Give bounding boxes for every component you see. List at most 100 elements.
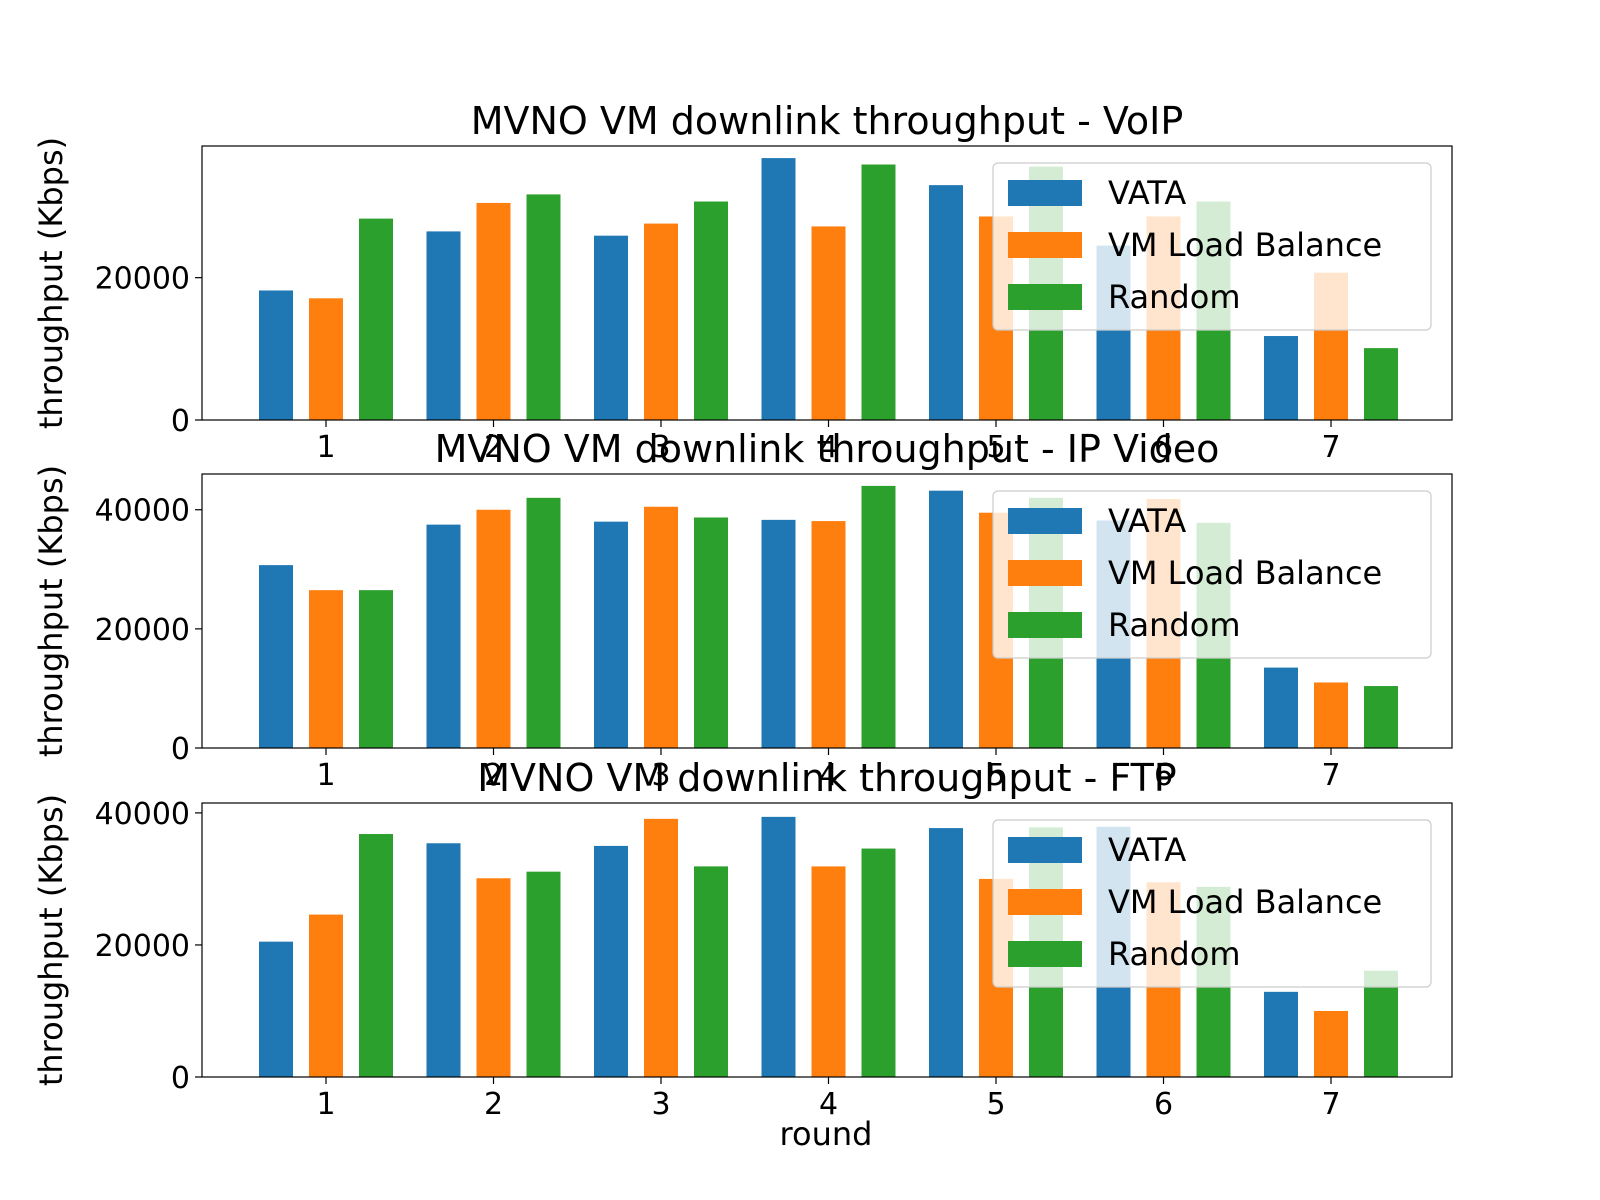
axes-frame bbox=[201, 802, 1453, 1078]
bar-random-round-1 bbox=[359, 590, 393, 748]
bar-vata-round-7 bbox=[1264, 991, 1298, 1077]
bar-random-round-3 bbox=[694, 517, 728, 748]
axes-frame bbox=[201, 145, 1453, 421]
bar-vata-round-5 bbox=[929, 828, 963, 1077]
bar-vm-load-balance-round-1 bbox=[309, 914, 343, 1077]
x-tick-label: 7 bbox=[1321, 758, 1340, 793]
x-tick-label: 7 bbox=[1321, 430, 1340, 465]
x-tick-label: 1 bbox=[316, 430, 335, 465]
x-tick-label: 4 bbox=[819, 1087, 838, 1122]
x-tick-label: 4 bbox=[819, 430, 838, 465]
bar-vm-load-balance-round-2 bbox=[476, 202, 511, 420]
bar-vata-round-3 bbox=[594, 845, 628, 1077]
legend-swatch-vata bbox=[1008, 837, 1082, 863]
legend-label: Random bbox=[1108, 278, 1240, 316]
bar-random-round-4 bbox=[861, 485, 896, 748]
x-tick-label: 6 bbox=[1154, 1087, 1173, 1122]
bar-random-round-7 bbox=[1364, 970, 1398, 1077]
y-axis-label: throughput (Kbps) bbox=[32, 465, 70, 757]
bar-vm-load-balance-round-4 bbox=[811, 866, 846, 1077]
legend-box bbox=[992, 162, 1432, 331]
bar-vm-load-balance-round-2 bbox=[476, 878, 511, 1077]
bar-vata-round-5 bbox=[929, 185, 963, 420]
bar-vata-round-7 bbox=[1264, 667, 1298, 748]
legend-swatch-vata bbox=[1008, 508, 1082, 534]
y-tick-label: 0 bbox=[171, 404, 190, 439]
bar-random-round-4 bbox=[861, 164, 896, 420]
legend: VATA VM Load Balance Random bbox=[992, 819, 1432, 988]
bar-vata-round-3 bbox=[594, 235, 628, 420]
y-tick-label: 20000 bbox=[95, 613, 190, 648]
bar-random-round-3 bbox=[694, 201, 728, 420]
bar-vata-round-2 bbox=[426, 524, 461, 748]
legend-swatch-vm-load-balance bbox=[1008, 232, 1082, 258]
bar-vata-round-5 bbox=[929, 490, 963, 748]
legend-swatch-random bbox=[1008, 612, 1082, 638]
legend-label: Random bbox=[1108, 935, 1240, 973]
bar-vata-round-1 bbox=[259, 290, 293, 420]
legend-swatch-vm-load-balance bbox=[1008, 560, 1082, 586]
bar-vm-load-balance-round-4 bbox=[811, 226, 846, 420]
legend-label: VM Load Balance bbox=[1108, 226, 1382, 264]
y-axis-label: throughput (Kbps) bbox=[32, 794, 70, 1086]
bar-vm-load-balance-round-7 bbox=[1314, 682, 1348, 748]
bar-vata-round-1 bbox=[259, 941, 293, 1077]
x-tick-label: 5 bbox=[986, 430, 1005, 465]
bar-random-round-1 bbox=[359, 218, 393, 420]
bar-vata-round-4 bbox=[761, 816, 796, 1077]
legend-label: VATA bbox=[1108, 502, 1186, 540]
legend-box bbox=[992, 819, 1432, 988]
bar-random-round-2 bbox=[526, 194, 561, 420]
x-tick-label: 4 bbox=[819, 758, 838, 793]
bar-vm-load-balance-round-2 bbox=[476, 509, 511, 748]
legend-swatch-vata bbox=[1008, 180, 1082, 206]
bar-vata-round-2 bbox=[426, 231, 461, 420]
legend-label: VATA bbox=[1108, 831, 1186, 869]
x-tick-label: 1 bbox=[316, 758, 335, 793]
x-tick-label: 6 bbox=[1154, 758, 1173, 793]
legend-label: Random bbox=[1108, 606, 1240, 644]
bar-vm-load-balance-round-3 bbox=[644, 506, 678, 748]
chart-title: MVNO VM downlink throughput - VoIP bbox=[471, 99, 1184, 143]
bar-vata-round-1 bbox=[259, 565, 293, 748]
y-axis-label: throughput (Kbps) bbox=[32, 137, 70, 429]
bar-random-round-1 bbox=[359, 834, 393, 1077]
chart-panel-1: 0 20000 1 2 3 4 5 6 7 throughput (Kbps) MVNO VM do… bbox=[32, 99, 1453, 465]
bar-vata-round-3 bbox=[594, 521, 628, 748]
bar-random-round-3 bbox=[694, 866, 728, 1077]
chart-panel-2: 0 20000 40000 1 2 3 4 5 6 7 throughput (Kbps) MVNO … bbox=[32, 427, 1453, 793]
y-tick-label: 0 bbox=[171, 1061, 190, 1096]
bar-vata-round-4 bbox=[761, 519, 796, 748]
y-tick-label: 0 bbox=[171, 732, 190, 767]
y-tick-label: 20000 bbox=[95, 929, 190, 964]
bar-vata-round-2 bbox=[426, 843, 461, 1077]
x-tick-label: 2 bbox=[484, 1087, 503, 1122]
legend-swatch-random bbox=[1008, 284, 1082, 310]
bar-random-round-7 bbox=[1364, 686, 1398, 748]
x-tick-label: 2 bbox=[484, 430, 503, 465]
axes-frame bbox=[201, 473, 1453, 749]
chart-title: MVNO VM downlink throughput - IP Video bbox=[435, 427, 1220, 471]
x-tick-label: 5 bbox=[986, 1087, 1005, 1122]
bar-vm-load-balance-round-7 bbox=[1314, 1010, 1348, 1077]
legend-label: VM Load Balance bbox=[1108, 554, 1382, 592]
legend-swatch-vm-load-balance bbox=[1008, 889, 1082, 915]
y-tick-label: 20000 bbox=[95, 262, 190, 297]
legend: VATA VM Load Balance Random bbox=[992, 490, 1432, 659]
bar-random-round-4 bbox=[861, 848, 896, 1077]
legend-box bbox=[992, 490, 1432, 659]
legend-swatch-random bbox=[1008, 941, 1082, 967]
bar-vm-load-balance-round-3 bbox=[644, 223, 678, 420]
x-tick-label: 3 bbox=[651, 430, 670, 465]
x-tick-label: 3 bbox=[651, 1087, 670, 1122]
x-axis-label: round bbox=[780, 1115, 873, 1153]
chart-title: MVNO VM downlink throughput - FTP bbox=[477, 756, 1176, 800]
bar-vm-load-balance-round-1 bbox=[309, 298, 343, 420]
x-tick-label: 5 bbox=[986, 758, 1005, 793]
y-tick-label: 40000 bbox=[95, 494, 190, 529]
bar-vm-load-balance-round-3 bbox=[644, 818, 678, 1077]
x-tick-label: 3 bbox=[651, 758, 670, 793]
x-tick-label: 2 bbox=[484, 758, 503, 793]
bar-random-round-7 bbox=[1364, 348, 1398, 420]
